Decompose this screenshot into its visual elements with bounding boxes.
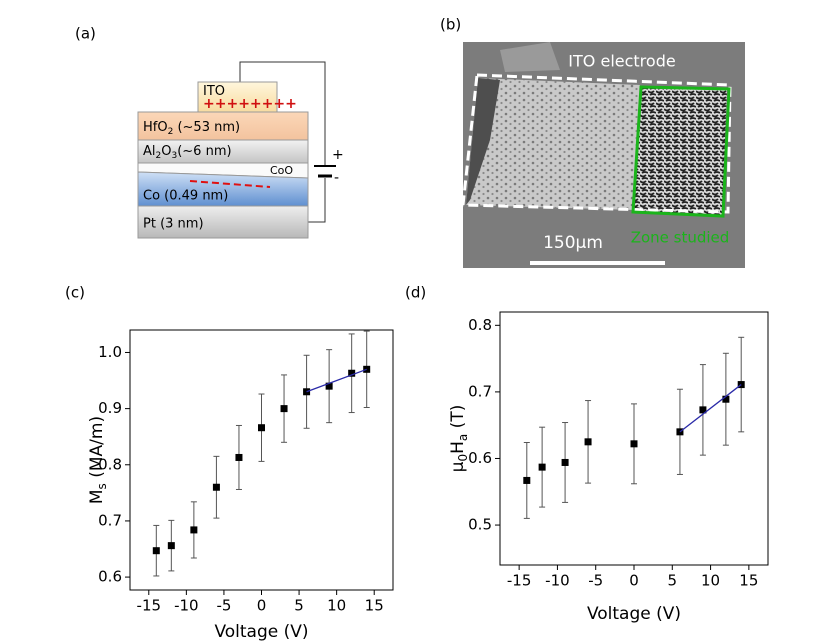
panel-label: (c) (65, 284, 85, 302)
data-point (235, 453, 243, 461)
data-point (584, 438, 592, 446)
x-tick-label: 5 (668, 572, 678, 590)
hfo2-layer (137, 111, 309, 141)
y-tick-label: 0.8 (98, 455, 122, 473)
data-point (722, 395, 730, 403)
y-axis-label-part: 0 (456, 454, 470, 462)
data-point (258, 424, 265, 432)
x-tick-label: -5 (588, 572, 603, 590)
data-point (561, 458, 569, 466)
pt-layer (137, 205, 309, 239)
y-tick-label: 0.9 (98, 399, 122, 417)
data-point (212, 483, 220, 491)
y-axis-label-part: M (87, 489, 107, 504)
y-tick-label: 0.5 (468, 516, 492, 534)
y-tick-label: 0.8 (468, 316, 492, 334)
layer-label: Co (0.49 nm) (143, 189, 228, 204)
image-label: ITO electrode (568, 52, 675, 71)
panel-label: (a) (75, 25, 96, 43)
x-tick-label: 10 (701, 572, 720, 590)
scale-label: 150μm (543, 233, 603, 253)
y-axis-label-part: (T) (448, 405, 468, 434)
x-tick-label: -10 (545, 572, 570, 590)
x-axis-label: Voltage (V) (214, 622, 308, 642)
data-point (167, 542, 175, 550)
y-tick-label: 0.7 (468, 382, 492, 400)
layer-label: ITO (203, 84, 225, 99)
zone-label: Zone studied (631, 229, 730, 247)
layer-label: CoO (270, 164, 293, 177)
y-axis-label-part: a (456, 434, 470, 441)
y-axis-label-part: μ (448, 461, 468, 472)
x-tick-label: 15 (365, 597, 384, 615)
data-point (538, 463, 546, 471)
y-axis-label-part: (MA/m) (87, 416, 107, 483)
negative-charges (189, 180, 271, 188)
y-tick-label: 0.6 (468, 449, 492, 467)
x-axis-label: Voltage (V) (587, 604, 681, 624)
data-point (325, 382, 333, 390)
x-tick-label: 0 (257, 597, 267, 615)
layer-label: Al2O3(~6 nm) (143, 144, 232, 161)
y-axis-label: Ms (MA/m) (87, 416, 109, 504)
x-tick-label: -10 (174, 597, 199, 615)
data-point (699, 406, 707, 414)
data-point (630, 440, 638, 448)
y-axis-label-part: H (448, 441, 468, 454)
y-tick-label: 0.7 (98, 511, 122, 529)
fit-line (679, 384, 742, 433)
y-tick-label: 0.6 (98, 568, 122, 586)
electrode-edge (500, 42, 560, 72)
studied-zone (633, 86, 727, 216)
light-zone (466, 78, 640, 210)
electrode-outline (461, 73, 732, 214)
data-point (523, 476, 531, 484)
x-tick-label: 0 (629, 572, 639, 590)
x-tick-label: 15 (739, 572, 758, 590)
layer-label: Pt (3 nm) (143, 217, 204, 232)
data-point (280, 405, 288, 413)
y-axis-label: μ0Ha (T) (448, 405, 470, 473)
fit-line (306, 368, 367, 393)
ito-layer (197, 81, 278, 113)
panel-label: (d) (405, 284, 426, 302)
zone-outline (631, 85, 731, 218)
dark-edge (466, 78, 500, 205)
x-tick-label: -15 (507, 572, 532, 590)
data-point (190, 526, 198, 534)
wire (308, 178, 326, 223)
x-tick-label: -5 (216, 597, 231, 615)
stack-diagram: ITO ++++++++ HfO2 (~53 nm) Al2O3(~6 nm) … (137, 61, 344, 239)
data-point (348, 369, 356, 377)
layer-label: HfO2 (~53 nm) (143, 120, 240, 137)
y-tick-label: 1.0 (98, 343, 122, 361)
plus-sign: + (332, 147, 344, 163)
data-point (152, 547, 160, 555)
panel-label: (b) (440, 16, 461, 34)
positive-charges: ++++++++ (203, 96, 297, 112)
y-axis-label-part: s (95, 483, 109, 489)
x-tick-label: -15 (137, 597, 162, 615)
x-tick-label: 5 (294, 597, 304, 615)
microscope-image: ITO electrode 150μm Zone studied (461, 42, 745, 268)
wire (239, 61, 326, 166)
x-tick-label: 10 (327, 597, 346, 615)
minus-sign: - (334, 170, 339, 186)
